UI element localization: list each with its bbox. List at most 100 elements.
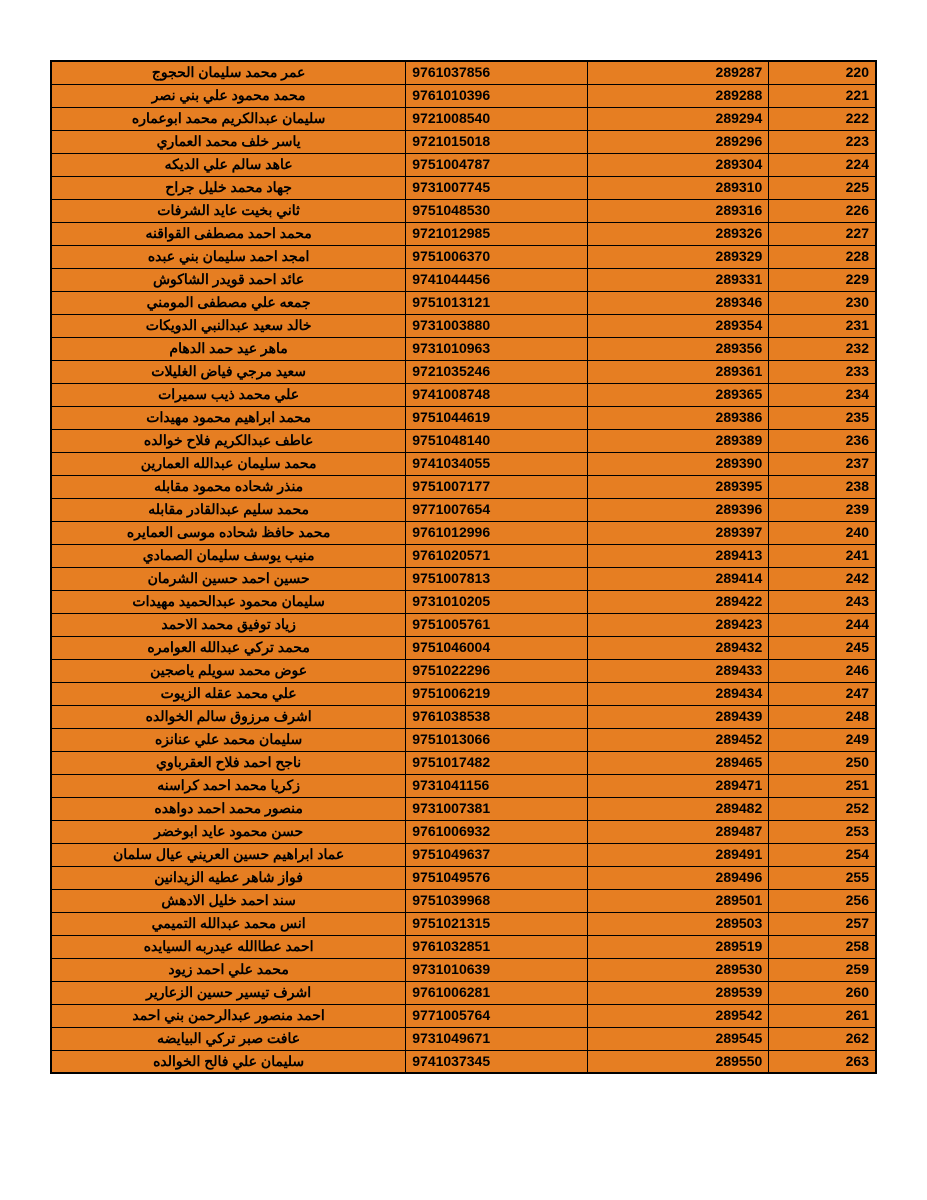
cell-name: محمد محمود علي بني نصر — [51, 84, 406, 107]
cell-id1: 9751022296 — [406, 659, 588, 682]
cell-id2: 289501 — [587, 889, 769, 912]
table-row: اشرف مرزوق سالم الخوالده9761038538289439… — [51, 705, 876, 728]
cell-id2: 289310 — [587, 176, 769, 199]
cell-id2: 289482 — [587, 797, 769, 820]
cell-name: سليمان علي فالح الخوالده — [51, 1050, 406, 1073]
cell-id2: 289396 — [587, 498, 769, 521]
table-row: علي محمد عقله الزيوت9751006219289434247 — [51, 682, 876, 705]
cell-name: جهاد محمد خليل جراح — [51, 176, 406, 199]
cell-id1: 9771005764 — [406, 1004, 588, 1027]
cell-seq: 222 — [769, 107, 876, 130]
cell-seq: 238 — [769, 475, 876, 498]
cell-seq: 250 — [769, 751, 876, 774]
table-row: احمد منصور عبدالرحمن بني احمد9771005764 2… — [51, 1004, 876, 1027]
table-row: سند احمد خليل الادهش9751039968289501256 — [51, 889, 876, 912]
cell-id1: 9751007813 — [406, 567, 588, 590]
cell-name: محمد سليم عبدالقادر مقابله — [51, 498, 406, 521]
cell-id1: 9731003880 — [406, 314, 588, 337]
cell-name: محمد تركي عبدالله العوامره — [51, 636, 406, 659]
cell-id2: 289519 — [587, 935, 769, 958]
cell-seq: 235 — [769, 406, 876, 429]
cell-id2: 289346 — [587, 291, 769, 314]
cell-name: محمد سليمان عبدالله العمارين — [51, 452, 406, 475]
cell-seq: 248 — [769, 705, 876, 728]
cell-id2: 289423 — [587, 613, 769, 636]
cell-id1: 9761006281 — [406, 981, 588, 1004]
cell-id2: 289397 — [587, 521, 769, 544]
cell-id2: 289316 — [587, 199, 769, 222]
cell-name: احمد منصور عبدالرحمن بني احمد — [51, 1004, 406, 1027]
table-row: سليمان عبدالكريم محمد ابوعماره9721008540… — [51, 107, 876, 130]
cell-name: عاهد سالم علي الديكه — [51, 153, 406, 176]
cell-seq: 263 — [769, 1050, 876, 1073]
cell-name: حسن محمود عايد ابوخضر — [51, 820, 406, 843]
cell-name: عمر محمد سليمان الحجوج — [51, 61, 406, 84]
cell-seq: 245 — [769, 636, 876, 659]
cell-seq: 224 — [769, 153, 876, 176]
cell-seq: 225 — [769, 176, 876, 199]
table-row: امجد احمد سليمان بني عبده975100637028932… — [51, 245, 876, 268]
cell-id1: 9751049576 — [406, 866, 588, 889]
cell-id1: 9751048530 — [406, 199, 588, 222]
cell-id2: 289389 — [587, 429, 769, 452]
cell-name: علي محمد ذيب سميرات — [51, 383, 406, 406]
cell-id2: 289530 — [587, 958, 769, 981]
table-row: محمد حافظ شحاده موسى العمايره97610129962… — [51, 521, 876, 544]
cell-id2: 289296 — [587, 130, 769, 153]
table-row: محمد تركي عبدالله العوامره97510460042894… — [51, 636, 876, 659]
cell-seq: 239 — [769, 498, 876, 521]
cell-id1: 9731010963 — [406, 337, 588, 360]
table-row: جمعه علي مصطفى المومني975101312128934623… — [51, 291, 876, 314]
table-row: حسين احمد حسين الشرمان975100781328941424… — [51, 567, 876, 590]
cell-name: ناجح احمد فلاح العقرباوي — [51, 751, 406, 774]
table-row: ياسر خلف محمد العماري9721015018289296223 — [51, 130, 876, 153]
cell-name: امجد احمد سليمان بني عبده — [51, 245, 406, 268]
table-row: عمر محمد سليمان الحجوج976103785628928722… — [51, 61, 876, 84]
cell-id2: 289545 — [587, 1027, 769, 1050]
cell-name: عاطف عبدالكريم فلاح خوالده — [51, 429, 406, 452]
cell-name: سليمان محمد علي عنانزه — [51, 728, 406, 751]
cell-id1: 9751044619 — [406, 406, 588, 429]
cell-seq: 261 — [769, 1004, 876, 1027]
records-tbody: عمر محمد سليمان الحجوج976103785628928722… — [51, 61, 876, 1073]
cell-id1: 9761037856 — [406, 61, 588, 84]
table-row: خالد سعيد عبدالنبي الدويكات9731003880289… — [51, 314, 876, 337]
cell-id2: 289390 — [587, 452, 769, 475]
cell-id2: 289422 — [587, 590, 769, 613]
cell-seq: 244 — [769, 613, 876, 636]
table-row: عوض محمد سويلم ياصجين9751022296289433246 — [51, 659, 876, 682]
cell-id2: 289452 — [587, 728, 769, 751]
table-row: ثاني بخيت عايد الشرفات975104853028931622… — [51, 199, 876, 222]
cell-id1: 9731007381 — [406, 797, 588, 820]
cell-id1: 9761006932 — [406, 820, 588, 843]
cell-seq: 255 — [769, 866, 876, 889]
cell-id1: 9741034055 — [406, 452, 588, 475]
cell-id1: 9751021315 — [406, 912, 588, 935]
cell-id2: 289465 — [587, 751, 769, 774]
cell-id1: 9761038538 — [406, 705, 588, 728]
cell-seq: 262 — [769, 1027, 876, 1050]
table-row: سليمان محمد علي عنانزه975101306628945224… — [51, 728, 876, 751]
cell-id1: 9721015018 — [406, 130, 588, 153]
table-row: عائد احمد قويدر الشاكوش97410444562893312… — [51, 268, 876, 291]
cell-name: عائد احمد قويدر الشاكوش — [51, 268, 406, 291]
cell-name: اشرف تيسير حسين الزعارير — [51, 981, 406, 1004]
cell-seq: 226 — [769, 199, 876, 222]
table-row: عافت صبر تركي البيايضه973104967128954526… — [51, 1027, 876, 1050]
cell-id2: 289294 — [587, 107, 769, 130]
cell-id1: 9751048140 — [406, 429, 588, 452]
cell-id2: 289496 — [587, 866, 769, 889]
cell-id1: 9751017482 — [406, 751, 588, 774]
cell-id1: 9751013066 — [406, 728, 588, 751]
cell-name: فواز شاهر عطيه الزيدانين — [51, 866, 406, 889]
table-row: منذر شحاده محمود مقابله97510071772893952… — [51, 475, 876, 498]
cell-id1: 9761032851 — [406, 935, 588, 958]
cell-id2: 289432 — [587, 636, 769, 659]
cell-seq: 230 — [769, 291, 876, 314]
cell-id2: 289414 — [587, 567, 769, 590]
cell-name: ياسر خلف محمد العماري — [51, 130, 406, 153]
cell-id1: 9751039968 — [406, 889, 588, 912]
cell-id1: 9721035246 — [406, 360, 588, 383]
table-row: عاهد سالم علي الديكه9751004787289304224 — [51, 153, 876, 176]
cell-name: اشرف مرزوق سالم الخوالده — [51, 705, 406, 728]
